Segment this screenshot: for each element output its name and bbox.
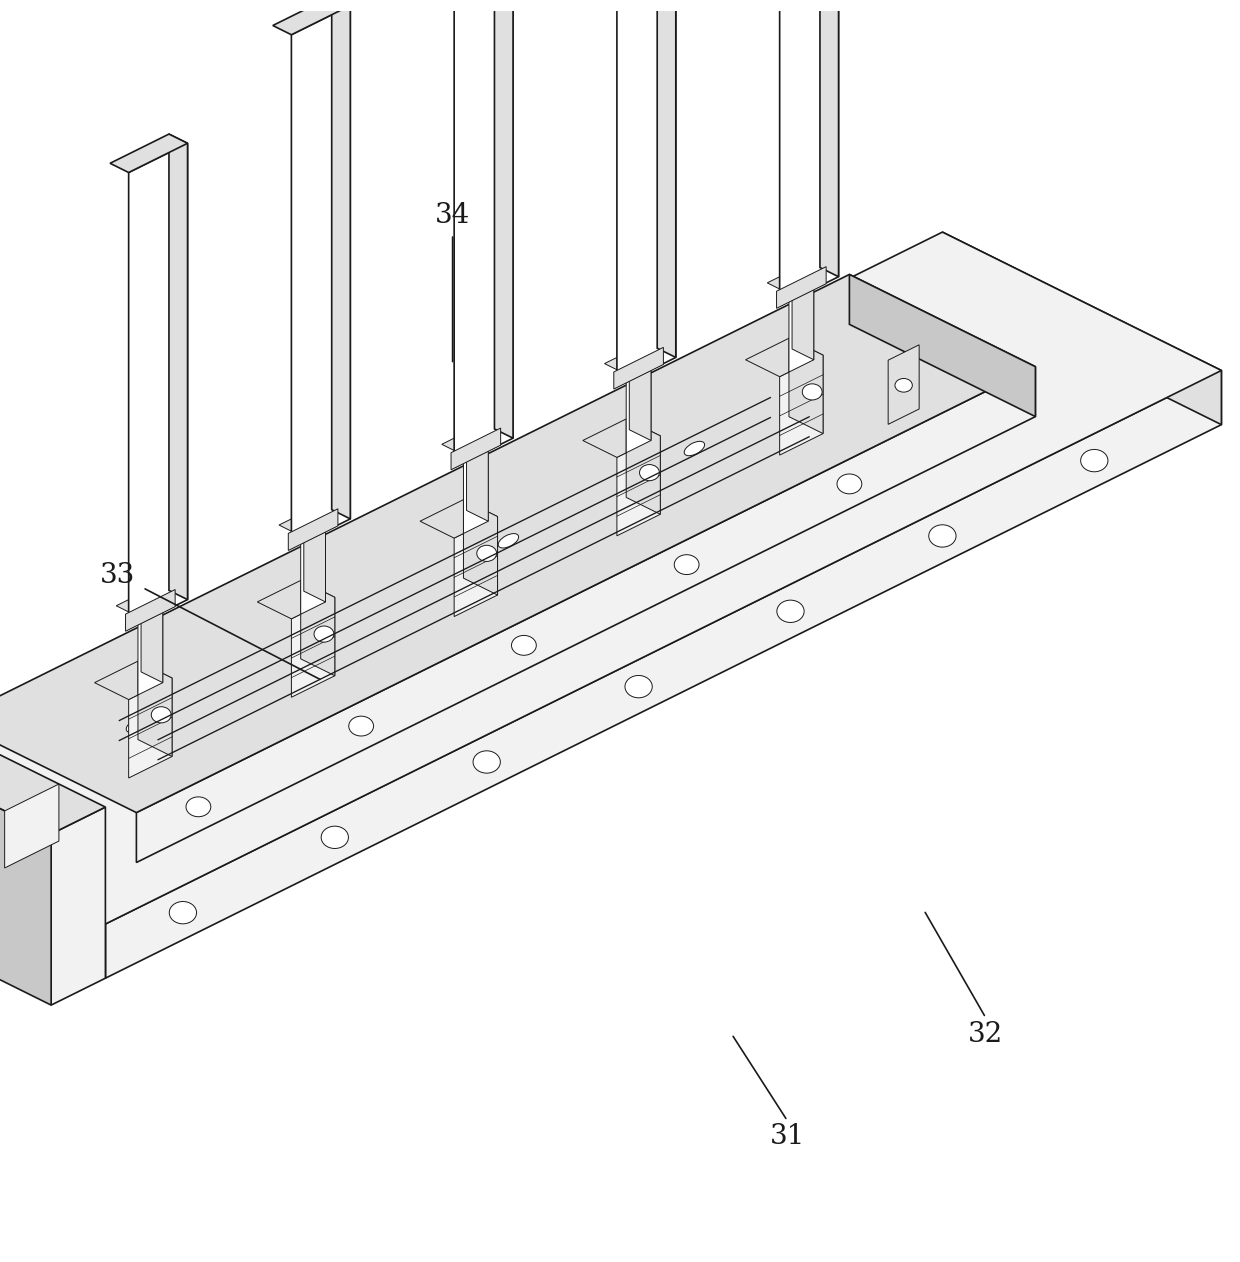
Ellipse shape [640,464,660,481]
Ellipse shape [511,636,537,655]
Polygon shape [304,512,325,602]
Polygon shape [138,604,162,695]
Ellipse shape [314,626,334,642]
Ellipse shape [126,718,146,732]
Ellipse shape [321,827,348,848]
Polygon shape [0,673,51,1005]
Polygon shape [301,581,335,675]
Polygon shape [454,516,497,617]
Polygon shape [583,419,660,457]
Polygon shape [291,597,335,698]
Ellipse shape [264,699,288,716]
Ellipse shape [625,675,652,698]
Polygon shape [110,134,187,173]
Polygon shape [618,0,676,386]
Ellipse shape [895,379,913,392]
Polygon shape [258,581,335,618]
Polygon shape [451,428,501,469]
Polygon shape [288,509,337,550]
Ellipse shape [312,626,332,640]
Polygon shape [464,500,497,594]
Text: 34: 34 [435,202,470,230]
Ellipse shape [151,707,171,723]
Ellipse shape [186,796,211,817]
Polygon shape [605,351,651,375]
Ellipse shape [1080,449,1109,472]
Polygon shape [0,232,1221,924]
Ellipse shape [684,442,704,456]
Ellipse shape [574,545,598,562]
Polygon shape [125,589,175,631]
Polygon shape [776,266,826,308]
Polygon shape [626,419,660,515]
Polygon shape [117,593,162,617]
Polygon shape [942,232,1221,425]
Ellipse shape [675,555,699,574]
Polygon shape [464,443,489,534]
Polygon shape [466,432,489,521]
Ellipse shape [802,384,822,400]
Polygon shape [768,270,813,294]
Polygon shape [273,0,351,35]
Text: 33: 33 [100,562,135,588]
Polygon shape [441,432,489,456]
Polygon shape [780,0,838,305]
Polygon shape [279,512,325,536]
Text: 31: 31 [770,1123,805,1151]
Ellipse shape [419,622,443,639]
Polygon shape [454,0,513,467]
Polygon shape [745,338,823,376]
Polygon shape [136,367,1035,862]
Polygon shape [0,786,105,978]
Polygon shape [141,593,162,683]
Ellipse shape [729,468,753,485]
Ellipse shape [476,545,496,562]
Polygon shape [138,661,172,756]
Polygon shape [629,351,651,440]
Polygon shape [780,355,823,456]
Polygon shape [332,0,351,519]
Ellipse shape [837,475,862,493]
Polygon shape [420,500,497,538]
Polygon shape [820,0,838,276]
Polygon shape [789,281,813,372]
Ellipse shape [170,901,197,924]
Polygon shape [5,784,60,868]
Polygon shape [849,274,1035,416]
Polygon shape [291,5,351,548]
Ellipse shape [498,534,518,548]
Polygon shape [301,524,325,615]
Ellipse shape [929,525,956,548]
Polygon shape [0,274,1035,813]
Polygon shape [51,808,105,1005]
Ellipse shape [109,776,133,793]
Polygon shape [129,678,172,777]
Text: 32: 32 [968,1021,1003,1047]
Polygon shape [792,270,813,360]
Ellipse shape [348,716,373,736]
Polygon shape [94,661,172,699]
Polygon shape [129,144,187,628]
Polygon shape [614,347,663,389]
Ellipse shape [776,601,804,622]
Ellipse shape [474,751,501,774]
Polygon shape [169,134,187,599]
Polygon shape [789,338,823,434]
Polygon shape [0,646,105,834]
Polygon shape [657,0,676,357]
Polygon shape [618,435,660,536]
Polygon shape [105,371,1221,978]
Polygon shape [888,345,919,424]
Ellipse shape [884,391,908,408]
Polygon shape [626,362,651,453]
Polygon shape [495,0,513,438]
